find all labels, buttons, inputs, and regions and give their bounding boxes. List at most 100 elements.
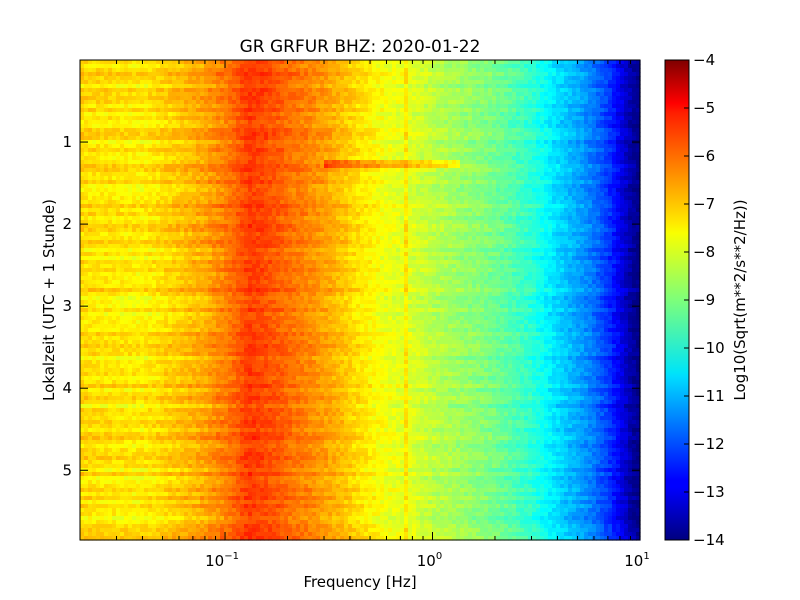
heatmap-cell bbox=[564, 120, 569, 125]
heatmap-cell bbox=[444, 192, 449, 197]
heatmap-cell bbox=[428, 100, 433, 105]
heatmap-cell bbox=[268, 68, 273, 73]
heatmap-cell bbox=[384, 124, 389, 129]
heatmap-cell bbox=[616, 164, 621, 169]
heatmap-cell bbox=[596, 108, 601, 113]
heatmap-cell bbox=[564, 176, 569, 181]
heatmap-cell bbox=[376, 72, 381, 77]
heatmap-cell bbox=[532, 140, 537, 145]
heatmap-cell bbox=[448, 104, 453, 109]
heatmap-cell bbox=[540, 76, 545, 81]
heatmap-cell bbox=[156, 148, 161, 153]
heatmap-cell bbox=[620, 196, 625, 201]
heatmap-cell bbox=[456, 192, 461, 197]
heatmap-cell bbox=[248, 156, 253, 161]
heatmap-cell bbox=[340, 160, 345, 165]
heatmap-cell bbox=[188, 164, 193, 169]
heatmap-cell bbox=[312, 100, 317, 105]
heatmap-cell bbox=[392, 104, 397, 109]
heatmap-cell bbox=[584, 128, 589, 133]
heatmap-cell bbox=[452, 88, 457, 93]
heatmap-cell bbox=[476, 160, 481, 165]
heatmap-cell bbox=[312, 172, 317, 177]
heatmap-cell bbox=[376, 68, 381, 73]
heatmap-cell bbox=[284, 108, 289, 113]
heatmap-cell bbox=[204, 148, 209, 153]
heatmap-cell bbox=[560, 188, 565, 193]
heatmap-cell bbox=[256, 200, 261, 205]
heatmap-cell bbox=[84, 192, 89, 197]
heatmap-cell bbox=[580, 176, 585, 181]
heatmap-cell bbox=[244, 160, 249, 165]
heatmap-cell bbox=[152, 84, 157, 89]
heatmap-cell bbox=[516, 156, 521, 161]
heatmap-cell bbox=[528, 76, 533, 81]
heatmap-cell bbox=[324, 120, 329, 125]
heatmap-cell bbox=[168, 112, 173, 117]
heatmap-cell bbox=[280, 80, 285, 85]
heatmap-cell bbox=[152, 60, 157, 65]
heatmap-cell bbox=[600, 92, 605, 97]
heatmap-cell bbox=[568, 108, 573, 113]
heatmap-cell bbox=[460, 120, 465, 125]
heatmap-cell bbox=[396, 144, 401, 149]
heatmap-cell bbox=[188, 192, 193, 197]
heatmap-cell bbox=[356, 64, 361, 69]
heatmap-cell bbox=[324, 112, 329, 117]
heatmap-cell bbox=[400, 200, 405, 205]
heatmap-cell bbox=[480, 128, 485, 133]
heatmap-cell bbox=[84, 128, 89, 133]
heatmap-cell bbox=[296, 84, 301, 89]
heatmap-cell bbox=[88, 92, 93, 97]
heatmap-cell bbox=[604, 116, 609, 121]
heatmap-cell bbox=[120, 64, 125, 69]
heatmap-cell bbox=[96, 192, 101, 197]
heatmap-cell bbox=[464, 156, 469, 161]
heatmap-cell bbox=[200, 124, 205, 129]
heatmap-cell bbox=[188, 60, 193, 65]
heatmap-cell bbox=[224, 68, 229, 73]
heatmap-cell bbox=[300, 136, 305, 141]
heatmap-cell bbox=[124, 88, 129, 93]
heatmap-cell bbox=[588, 164, 593, 169]
heatmap-cell bbox=[348, 168, 353, 173]
heatmap-cell bbox=[364, 116, 369, 121]
heatmap-cell bbox=[440, 140, 445, 145]
heatmap-cell bbox=[368, 152, 373, 157]
heatmap-cell bbox=[584, 72, 589, 77]
heatmap-cell bbox=[484, 184, 489, 189]
heatmap-cell bbox=[316, 160, 321, 165]
heatmap-cell bbox=[160, 84, 165, 89]
heatmap-cell bbox=[340, 180, 345, 185]
heatmap-cell bbox=[564, 148, 569, 153]
heatmap-cell bbox=[548, 152, 553, 157]
heatmap-cell bbox=[80, 64, 85, 69]
heatmap-cell bbox=[288, 120, 293, 125]
heatmap-cell bbox=[220, 88, 225, 93]
heatmap-cell bbox=[352, 80, 357, 85]
heatmap-cell bbox=[88, 148, 93, 153]
heatmap-cell bbox=[428, 172, 433, 177]
heatmap-cell bbox=[172, 164, 177, 169]
heatmap-cell bbox=[108, 120, 113, 125]
heatmap-cell bbox=[280, 136, 285, 141]
heatmap-cell bbox=[632, 108, 637, 113]
heatmap-cell bbox=[376, 172, 381, 177]
heatmap-cell bbox=[616, 136, 621, 141]
heatmap-cell bbox=[552, 156, 557, 161]
heatmap-cell bbox=[580, 152, 585, 157]
heatmap-cell bbox=[288, 164, 293, 169]
heatmap-cell bbox=[512, 84, 517, 89]
heatmap-cell bbox=[372, 180, 377, 185]
heatmap-cell bbox=[120, 188, 125, 193]
heatmap-cell bbox=[300, 80, 305, 85]
heatmap-cell bbox=[168, 200, 173, 205]
heatmap-cell bbox=[180, 176, 185, 181]
heatmap-cell bbox=[628, 124, 633, 129]
heatmap-cell bbox=[164, 168, 169, 173]
heatmap-cell bbox=[264, 72, 269, 77]
heatmap-cell bbox=[452, 136, 457, 141]
heatmap-cell bbox=[148, 184, 153, 189]
heatmap-cell bbox=[368, 112, 373, 117]
heatmap-cell bbox=[152, 148, 157, 153]
